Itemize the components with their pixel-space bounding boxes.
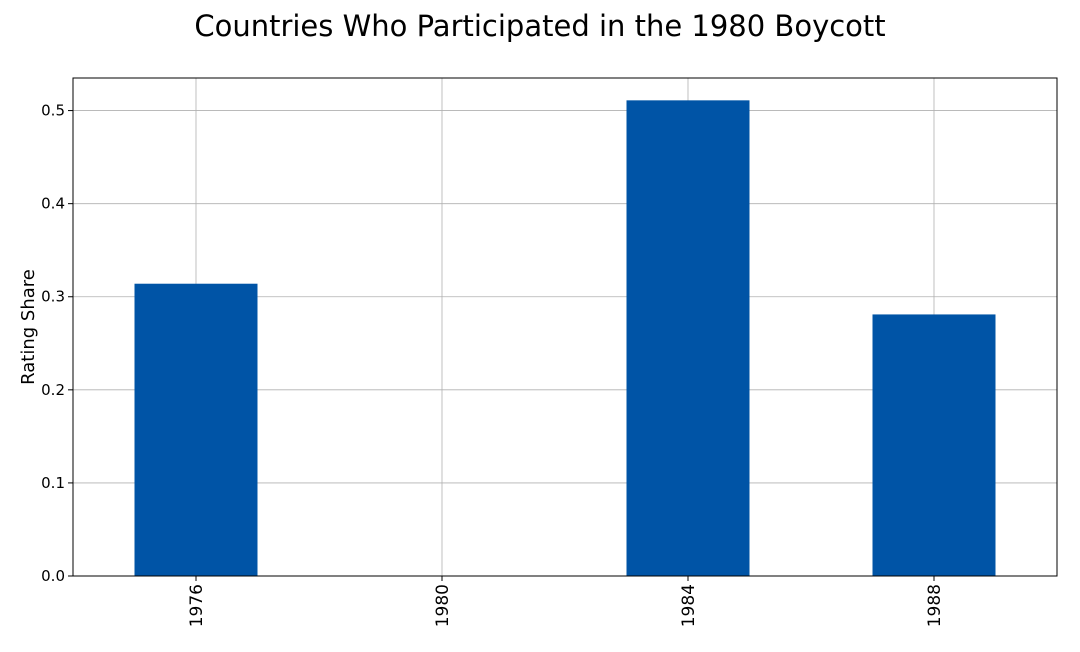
y-tick-label: 0.2 (41, 381, 65, 399)
y-tick-label: 0.3 (41, 288, 65, 306)
x-tick-label: 1984 (679, 584, 699, 627)
bar-1976 (134, 283, 258, 576)
x-tick-label: 1976 (187, 584, 207, 627)
ticks-layer: 0.0 0.1 0.2 0.3 0.4 0.5 1976 1980 1984 1988 (41, 102, 945, 628)
x-tick-label: 1988 (925, 584, 945, 627)
bar-1984 (626, 100, 750, 577)
x-tick-label: 1980 (433, 584, 453, 627)
y-tick-label: 0.5 (41, 102, 65, 120)
y-tick-label: 0.4 (41, 195, 65, 213)
chart-title: Countries Who Participated in the 1980 B… (194, 9, 885, 43)
bar-1988 (872, 314, 996, 576)
y-axis-label: Rating Share (18, 269, 39, 385)
bars-layer (134, 100, 996, 577)
plot-frame (72, 77, 1058, 577)
y-tick-label: 0.1 (41, 474, 65, 492)
y-tick-label: 0.0 (41, 567, 65, 585)
